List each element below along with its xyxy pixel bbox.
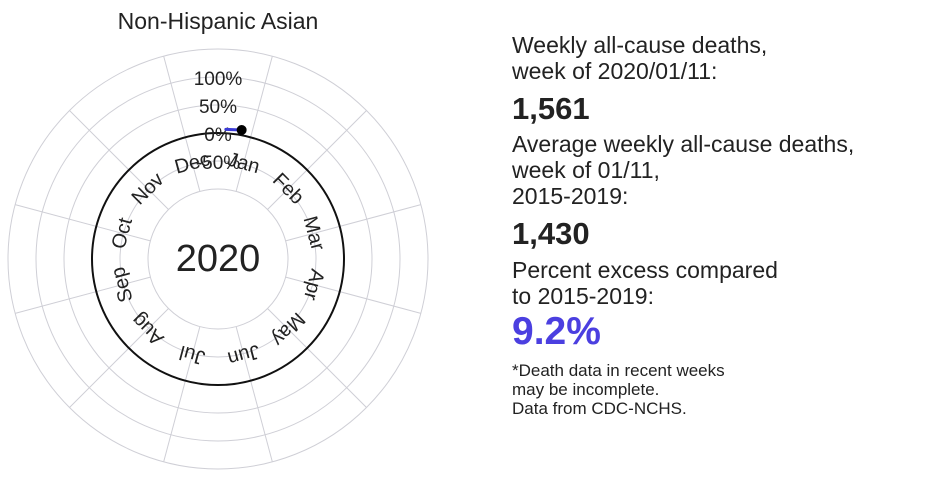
grid-spoke (285, 276, 421, 314)
grid-circle (63, 104, 373, 414)
polar-grid (7, 48, 429, 470)
center-year-label: 2020 (176, 238, 261, 280)
grid-circle (147, 188, 289, 330)
data-series (224, 124, 247, 135)
grid-spoke (163, 326, 201, 462)
grid-circle (35, 76, 401, 442)
month-label: Oct (108, 215, 137, 251)
grid-spoke (267, 110, 367, 210)
month-label: Jun (225, 340, 262, 370)
grid-spoke (267, 308, 367, 408)
grid-spoke (285, 204, 421, 242)
stats-panel: Weekly all-cause deaths, week of 2020/01… (512, 32, 932, 418)
month-label: Mar (299, 214, 329, 253)
grid-spoke (15, 204, 151, 242)
grid-circle (119, 160, 317, 358)
month-label: Sep (107, 265, 137, 305)
chart-title: Non-Hispanic Asian (118, 8, 319, 34)
radial-tick-label: 100% (194, 69, 243, 90)
grid-spoke (69, 308, 169, 408)
baseline-circle (91, 132, 345, 386)
footnote: *Death data in recent weeks may be incom… (512, 361, 725, 418)
grid-spoke (235, 326, 273, 462)
month-label: Apr (299, 267, 328, 303)
average-deaths-label: Average weekly all-cause deaths, week of… (512, 131, 855, 209)
radial-tick-label: 50% (199, 97, 237, 118)
percent-excess-label: Percent excess compared to 2015-2019: (512, 257, 778, 309)
weekly-deaths-label: Weekly all-cause deaths, week of 2020/01… (512, 32, 768, 84)
weekly-deaths-value: 1,561 (512, 91, 590, 126)
grid-spoke (235, 56, 273, 192)
radial-tick-labels: 100%50%0%-50% (194, 69, 243, 174)
average-deaths-value: 1,430 (512, 216, 590, 251)
percent-excess-value: 9.2% (512, 310, 601, 353)
grid-spoke (15, 276, 151, 314)
month-label: Jul (177, 341, 207, 369)
series-end-point (236, 124, 247, 135)
grid-circle (7, 48, 429, 470)
radial-tick-label: -50% (196, 153, 240, 174)
grid-spoke (69, 110, 169, 210)
grid-spoke (163, 56, 201, 192)
